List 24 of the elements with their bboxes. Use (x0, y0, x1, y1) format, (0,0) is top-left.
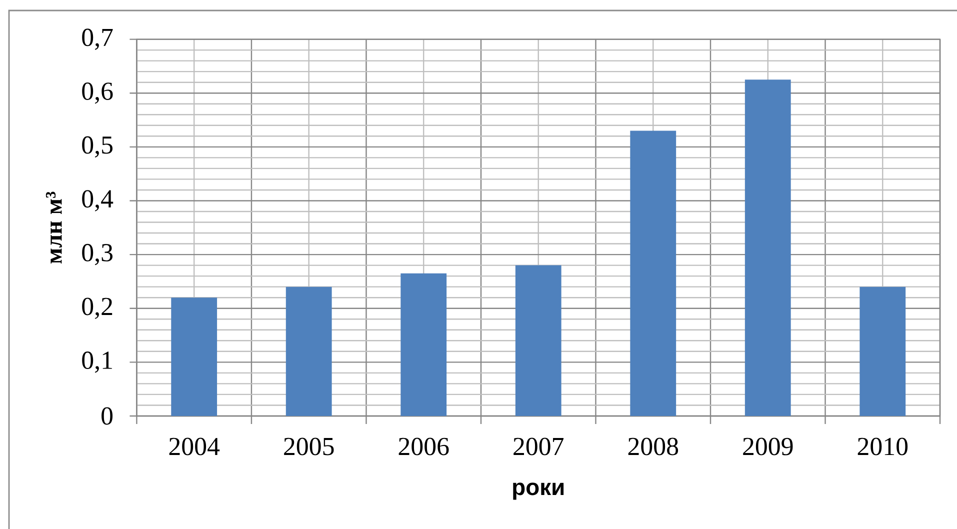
x-tick-label: 2008 (628, 438, 678, 456)
x-tick-label: 2010 (858, 438, 908, 456)
y-tick-label: 0,4 (82, 190, 114, 212)
y-tick-label: 0,2 (82, 298, 112, 319)
x-tick-label: 2005 (284, 438, 334, 456)
y-tick-label: 0,1 (82, 352, 112, 373)
x-axis-title: роки (513, 482, 564, 500)
bar (744, 80, 791, 416)
x-tick-label: 2004 (169, 438, 220, 456)
x-tick-label: 2007 (514, 438, 564, 456)
y-tick-label: 0,7 (82, 28, 113, 50)
x-tick-label: 2006 (398, 438, 449, 456)
bar (860, 286, 906, 416)
bar (286, 286, 332, 416)
y-tick-label: 0,6 (82, 82, 113, 104)
bar (400, 273, 447, 416)
x-tick-label: 2009 (743, 438, 793, 456)
y-tick-label: 0,5 (82, 136, 112, 158)
bar (171, 298, 218, 416)
y-tick-label: 0,3 (82, 244, 112, 266)
bar (515, 265, 562, 416)
bar (630, 130, 676, 416)
y-tick-label: 0 (102, 407, 113, 425)
y-axis-title: млн м³ (46, 192, 62, 264)
